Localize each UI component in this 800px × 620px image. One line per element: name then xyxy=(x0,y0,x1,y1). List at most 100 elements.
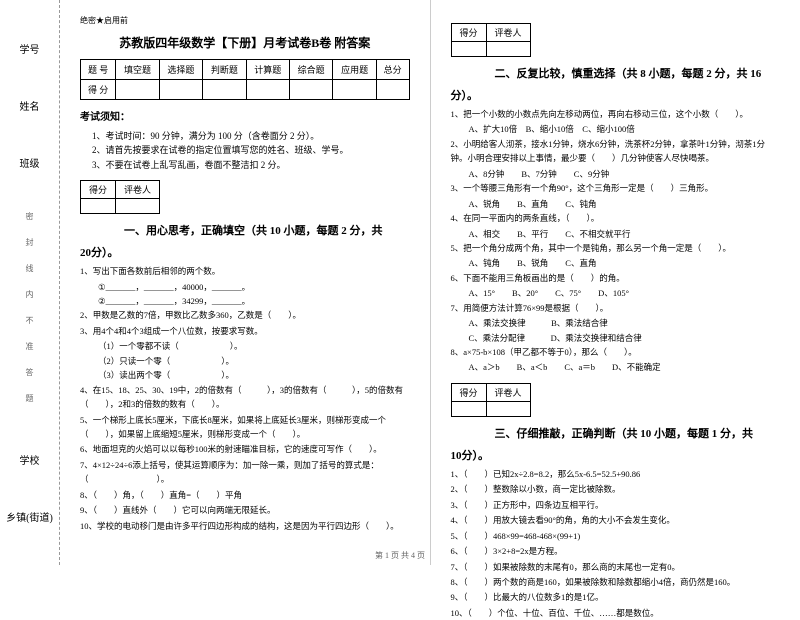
eval-blank[interactable] xyxy=(116,199,160,214)
score-header: 题 号 xyxy=(81,60,116,80)
score-cell[interactable] xyxy=(376,80,409,100)
score-header: 判断题 xyxy=(203,60,246,80)
question: 7、（ ）如果被除数的末尾有0，那么商的末尾也一定有0。 xyxy=(451,560,781,574)
score-cell: 得 分 xyxy=(81,80,116,100)
table-row: 得 分 xyxy=(81,80,410,100)
eval-table: 得分 评卷人 xyxy=(451,383,531,417)
question: 8、（ ）角，（ ）直角=（ ）平角 xyxy=(80,488,410,502)
question: 10、学校的电动移门是由许多平行四边形构成的结构，这是因为平行四边形（ ）。 xyxy=(80,519,410,533)
score-cell[interactable] xyxy=(116,80,159,100)
eval-cell: 得分 xyxy=(451,383,486,401)
score-table: 题 号 填空题 选择题 判断题 计算题 综合题 应用题 总分 得 分 xyxy=(80,59,410,100)
question: 2、（ ）整数除以小数，商一定比被除数。 xyxy=(451,482,781,496)
notice-item: 3、不要在试卷上乱写乱画，卷面不整洁扣 2 分。 xyxy=(92,158,410,172)
eval-table: 得分 评卷人 xyxy=(80,180,160,214)
question: 9、（ ）比最大的八位数多1的是1亿。 xyxy=(451,590,781,604)
eval-blank[interactable] xyxy=(451,401,486,416)
score-header: 计算题 xyxy=(246,60,289,80)
binding-field-label: 姓名 xyxy=(20,98,40,113)
question: 6、下面不能用三角板画出的是（ ）的角。 xyxy=(451,271,781,285)
question: 2、甲数是乙数的7倍，甲数比乙数多360，乙数是（ ）。 xyxy=(80,308,410,322)
binding-field-label: 学校 xyxy=(20,452,40,467)
seal-line-text: 密 封 线 内 不 准 答 题 xyxy=(24,212,35,410)
eval-blank[interactable] xyxy=(486,401,530,416)
question: 4、（ ）用放大镜去看90°的角，角的大小不会发生变化。 xyxy=(451,513,781,527)
question: 6、（ ）3×2+8=2x是方程。 xyxy=(451,544,781,558)
notice-item: 1、考试时间：90 分钟，满分为 100 分（含卷面分 2 分）。 xyxy=(92,129,410,143)
question: 8、a×75-b×108（甲乙都不等于0），那么（ ）。 xyxy=(451,345,781,359)
section3-questions: 1、（ ）已知2x÷2.8=8.2，那么5x-6.5=52.5+90.86 2、… xyxy=(451,467,781,620)
question: 4、在同一平面内的两条直线，（ ）。 xyxy=(451,211,781,225)
options: A、锐角 B、直角 C、钝角 xyxy=(451,197,781,211)
question: 2、小明给客人沏茶，接水1分钟，烧水6分钟，洗茶杯2分钟，拿茶叶1分钟，沏茶1分… xyxy=(451,137,781,166)
question: 5、把一个角分成两个角，其中一个是钝角，那么另一个角一定是（ ）。 xyxy=(451,241,781,255)
question: 1、（ ）已知2x÷2.8=8.2，那么5x-6.5=52.5+90.86 xyxy=(451,467,781,481)
options: A、相交 B、平行 C、不相交就平行 xyxy=(451,227,781,241)
notice-list: 1、考试时间：90 分钟，满分为 100 分（含卷面分 2 分）。 2、请首先按… xyxy=(80,129,410,172)
options: A、15° B、20° C、75° D、105° xyxy=(451,286,781,300)
sub-item: （2）只读一个零（ ）。 xyxy=(80,354,410,368)
question: 7、4×12÷24÷6添上括号，使其运算顺序为：加一除一乘，则加了括号的算式是：… xyxy=(80,458,410,487)
section2-questions: 1、把一个小数的小数点先向左移动两位，再向右移动三位，这个小数（ ）。 A、扩大… xyxy=(451,107,781,375)
section1-tail: 20分）。 xyxy=(80,244,410,260)
score-header: 选择题 xyxy=(159,60,202,80)
question: 4、在15、18、25、30、19中，2的倍数有（ ），3的倍数有（ ），5的倍… xyxy=(80,383,410,412)
options: A、扩大10倍 B、缩小10倍 C、缩小100倍 xyxy=(451,122,781,136)
right-column: 得分 评卷人 二、反复比较，慎重选择（共 8 小题，每题 2 分，共 16 分）… xyxy=(431,0,800,565)
question: 7、用简便方法计算76×99是根据（ ）。 xyxy=(451,301,781,315)
question: 3、用4个4和4个3组成一个八位数，按要求写数。 xyxy=(80,324,410,338)
eval-cell: 得分 xyxy=(451,24,486,42)
section2-title: 二、反复比较，慎重选择（共 8 小题，每题 2 分，共 16 xyxy=(451,65,781,81)
question: 10、（ ）个位、十位、百位、千位、……都是数位。 xyxy=(451,606,781,620)
score-cell[interactable] xyxy=(289,80,332,100)
eval-cell: 得分 xyxy=(81,181,116,199)
table-row: 题 号 填空题 选择题 判断题 计算题 综合题 应用题 总分 xyxy=(81,60,410,80)
score-cell[interactable] xyxy=(333,80,376,100)
question: 9、（ ）直线外（ ）它可以向两端无限延长。 xyxy=(80,503,410,517)
question: 5、（ ）468×99=468-468×(99+1) xyxy=(451,529,781,543)
eval-blank[interactable] xyxy=(486,42,530,57)
eval-table: 得分 评卷人 xyxy=(451,23,531,57)
exam-title: 苏教版四年级数学【下册】月考试卷B卷 附答案 xyxy=(80,34,410,51)
eval-blank[interactable] xyxy=(451,42,486,57)
score-header: 总分 xyxy=(376,60,409,80)
secret-label: 绝密★启用前 xyxy=(80,15,410,26)
binding-field-label: 乡镇(街道) xyxy=(6,509,53,524)
binding-field-label: 学号 xyxy=(20,41,40,56)
score-cell[interactable] xyxy=(203,80,246,100)
options: A、a＞b B、a＜b C、a＝b D、不能确定 xyxy=(451,360,781,374)
page-footer: 第 1 页 共 4 页 xyxy=(375,550,425,561)
eval-cell: 评卷人 xyxy=(486,383,530,401)
binding-field-label: 班级 xyxy=(20,155,40,170)
notice-heading: 考试须知： xyxy=(80,108,410,123)
question: 6、地面坦克的火焰可以以每秒100米的射速瞄准目标，它的速度可写作（ ）。 xyxy=(80,442,410,456)
question: 8、（ ）两个数的商是160，如果被除数和除数都缩小4倍，商仍然是160。 xyxy=(451,575,781,589)
sub-item: ②_______，_______，34299，_______。 xyxy=(80,294,410,308)
question: 1、写出下面各数前后相邻的两个数。 xyxy=(80,264,410,278)
section2-tail: 分）。 xyxy=(451,87,781,103)
eval-blank[interactable] xyxy=(81,199,116,214)
score-cell[interactable] xyxy=(246,80,289,100)
section3-title: 三、仔细推敲，正确判断（共 10 小题，每题 1 分，共 xyxy=(451,425,781,441)
notice-item: 2、请首先按要求在试卷的指定位置填写您的姓名、班级、学号。 xyxy=(92,143,410,157)
score-cell[interactable] xyxy=(159,80,202,100)
section1-title: 一、用心思考，正确填空（共 10 小题，每题 2 分，共 xyxy=(80,222,410,238)
score-header: 应用题 xyxy=(333,60,376,80)
score-header: 综合题 xyxy=(289,60,332,80)
sub-item: ①_______，_______，40000，_______。 xyxy=(80,280,410,294)
question: 3、（ ）正方形中，四条边互相平行。 xyxy=(451,498,781,512)
score-header: 填空题 xyxy=(116,60,159,80)
left-column: 绝密★启用前 苏教版四年级数学【下册】月考试卷B卷 附答案 题 号 填空题 选择… xyxy=(60,0,431,565)
sub-item: （1）一个零都不读（ ）。 xyxy=(80,339,410,353)
section1-questions: 1、写出下面各数前后相邻的两个数。 ①_______，_______，40000… xyxy=(80,264,410,533)
binding-margin: 学号 姓名 班级 密 封 线 内 不 准 答 题 学校 乡镇(街道) xyxy=(0,0,60,565)
question: 3、一个等腰三角形有一个角90°，这个三角形一定是（ ）三角形。 xyxy=(451,181,781,195)
page-content: 绝密★启用前 苏教版四年级数学【下册】月考试卷B卷 附答案 题 号 填空题 选择… xyxy=(60,0,800,565)
eval-cell: 评卷人 xyxy=(486,24,530,42)
sub-item: （3）读出两个零（ ）。 xyxy=(80,368,410,382)
options: A、8分钟 B、7分钟 C、9分钟 xyxy=(451,167,781,181)
question: 5、一个梯形上底长5厘米，下底长8厘米，如果将上底延长3厘米，则梯形变成一个（ … xyxy=(80,413,410,442)
options: A、乘法交换律 B、乘法结合律 C、乘法分配律 D、乘法交换律和结合律 xyxy=(451,316,781,345)
options: A、钝角 B、锐角 C、直角 xyxy=(451,256,781,270)
eval-cell: 评卷人 xyxy=(116,181,160,199)
